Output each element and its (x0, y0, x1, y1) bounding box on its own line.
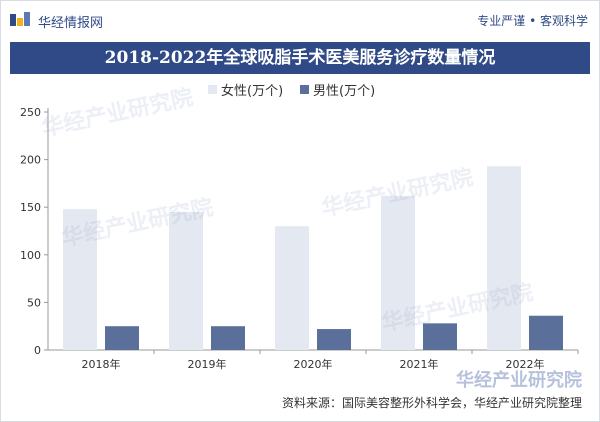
legend-label-male: 男性(万个) (313, 84, 376, 99)
legend-swatch-female (208, 85, 217, 94)
y-tick-label: 200 (20, 154, 41, 167)
x-tick-label: 2019年 (188, 357, 227, 371)
bar-female (487, 166, 521, 350)
x-tick-label: 2022年 (506, 357, 545, 371)
y-tick-label: 0 (34, 344, 41, 357)
bar-male (211, 326, 245, 350)
y-tick-label: 150 (20, 201, 41, 214)
legend-item-female: 女性(万个) (208, 80, 283, 99)
y-tick-label: 50 (27, 296, 41, 309)
legend-swatch-male (300, 85, 309, 94)
bar-female (169, 211, 203, 350)
x-tick-label: 2020年 (294, 357, 333, 371)
legend-item-male: 男性(万个) (300, 80, 375, 99)
bar-female (275, 226, 309, 350)
brand-logo (8, 12, 44, 28)
bar-male (423, 323, 457, 350)
bar-male (529, 315, 563, 350)
tagline: 专业严谨 • 客观科学 (477, 14, 588, 28)
source-note: 资料来源：国际美容整形外科学会，华经产业研究院整理 (281, 396, 582, 410)
bar-male (317, 329, 351, 350)
legend-label-female: 女性(万个) (221, 84, 284, 99)
x-tick-label: 2018年 (82, 357, 121, 371)
x-tick-label: 2021年 (400, 357, 439, 371)
bar-female (381, 195, 415, 350)
watermark-logo-text: 华经产业研究院 (456, 370, 582, 391)
bar-male (105, 326, 139, 350)
bar-female (63, 209, 97, 350)
y-tick-label: 100 (20, 249, 41, 262)
brand-name: 华经情报网 (38, 16, 104, 31)
chart-title: 2018-2022年全球吸脂手术医美服务诊疗数量情况 (10, 42, 590, 74)
header: 华经情报网 专业严谨 • 客观科学 (8, 8, 592, 32)
y-tick-label: 250 (20, 106, 41, 119)
